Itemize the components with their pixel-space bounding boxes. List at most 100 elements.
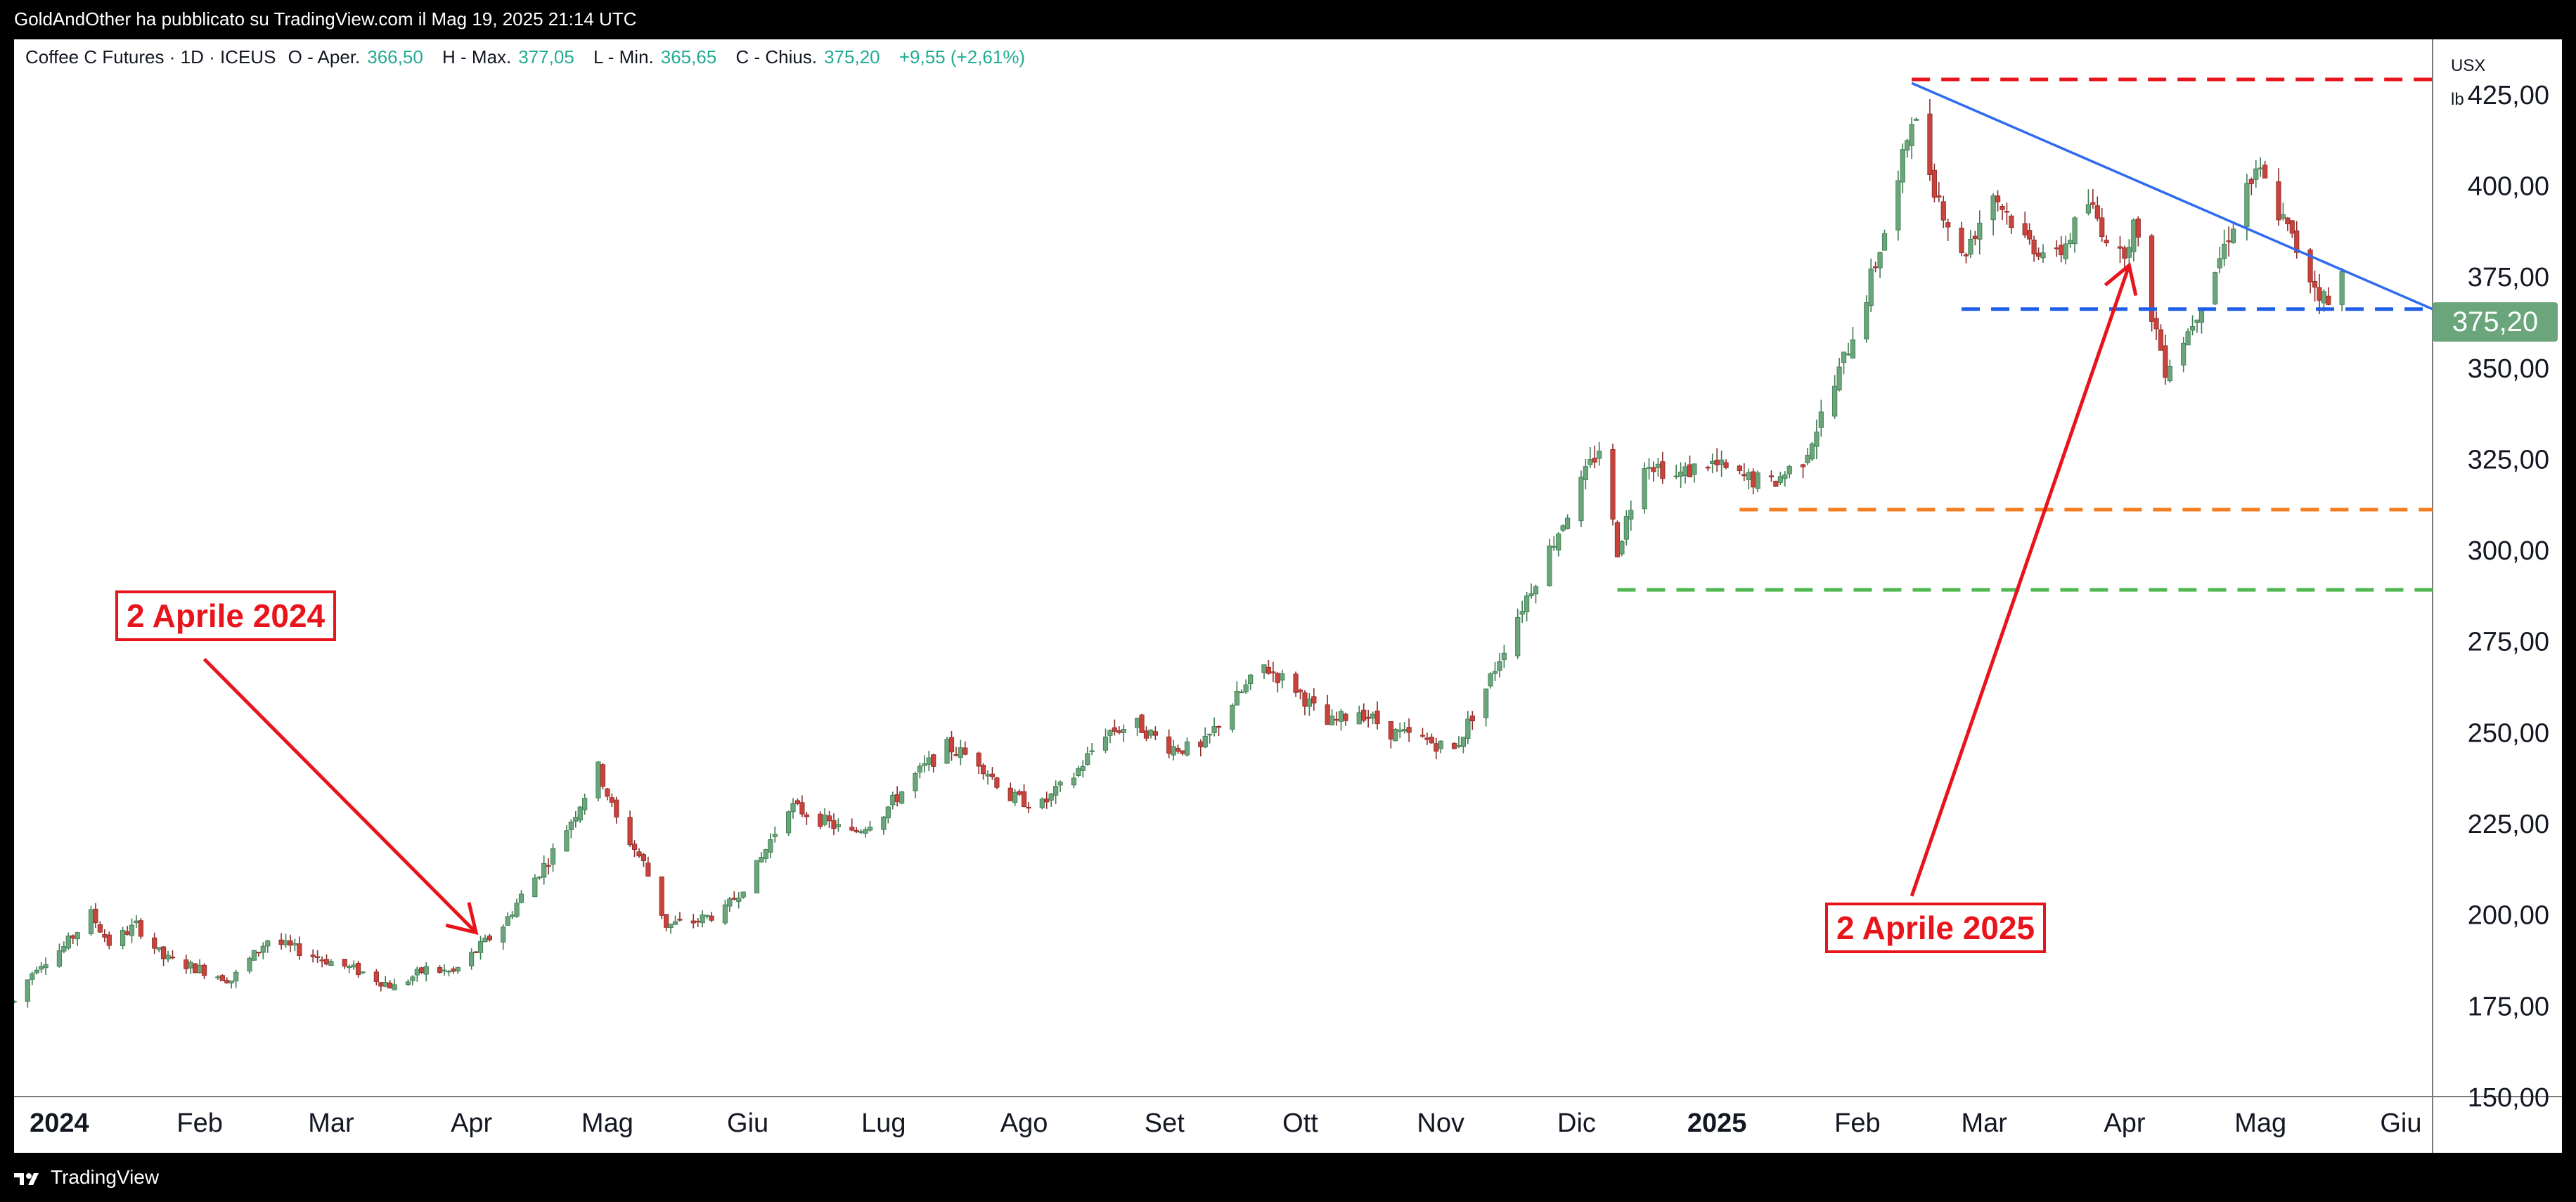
candle-body bbox=[514, 903, 520, 917]
candle-body bbox=[2276, 181, 2281, 221]
annotation-2025[interactable]: 2 Aprile 2025 bbox=[1825, 903, 2047, 953]
candle-body bbox=[541, 862, 547, 878]
x-tick-label: Feb bbox=[1834, 1109, 1880, 1138]
candle-body bbox=[156, 947, 162, 950]
y-tick-label: 150,00 bbox=[2468, 1083, 2549, 1113]
candle-body bbox=[1356, 712, 1362, 725]
candle-body bbox=[1900, 149, 1905, 183]
candle-body bbox=[1977, 222, 1983, 240]
candle-body bbox=[772, 834, 778, 837]
candle-body bbox=[56, 950, 63, 967]
brand-name: TradingView bbox=[51, 1166, 160, 1188]
candle-body bbox=[2326, 295, 2331, 305]
x-tick-label: Mag bbox=[581, 1109, 633, 1138]
candle-body bbox=[1786, 466, 1792, 474]
annotation-2024[interactable]: 2 Aprile 2024 bbox=[115, 590, 337, 641]
candle-body bbox=[1614, 522, 1621, 557]
candle-body bbox=[1692, 463, 1697, 475]
candle-body bbox=[1424, 737, 1430, 740]
candle-body bbox=[1737, 465, 1742, 471]
candle-body bbox=[328, 961, 334, 967]
low-value: 365,65 bbox=[660, 46, 717, 67]
candle-body bbox=[994, 777, 1000, 788]
candle-body bbox=[1374, 710, 1380, 725]
candle-body bbox=[881, 816, 887, 830]
candles-group bbox=[14, 99, 2345, 1008]
currency-code: USX bbox=[2451, 56, 2486, 75]
candle-body bbox=[414, 969, 420, 976]
candle-body bbox=[609, 797, 614, 803]
candle-body bbox=[1266, 666, 1272, 674]
candle-body bbox=[1076, 768, 1081, 777]
candle-body bbox=[1751, 471, 1756, 488]
candle-body bbox=[1280, 673, 1285, 681]
x-tick-label: 2025 bbox=[1687, 1109, 1747, 1138]
candle-body bbox=[1302, 692, 1308, 707]
x-tick-label: Giu bbox=[727, 1109, 768, 1138]
candle-body bbox=[251, 950, 257, 961]
candle-body bbox=[631, 844, 638, 851]
candle-body bbox=[510, 915, 515, 917]
candle-body bbox=[804, 814, 809, 818]
candle-body bbox=[1370, 713, 1376, 719]
candle-body bbox=[65, 936, 71, 949]
candle-body bbox=[1402, 729, 1408, 732]
candle-body bbox=[297, 943, 302, 956]
candle-body bbox=[106, 934, 112, 946]
candle-body bbox=[193, 963, 198, 974]
candle-body bbox=[215, 976, 221, 978]
open-value: 366,50 bbox=[367, 46, 423, 67]
tradingview-brand[interactable]: TradingView bbox=[14, 1165, 159, 1189]
candle-body bbox=[1655, 463, 1661, 468]
candle-body bbox=[138, 920, 143, 937]
y-tick-label: 350,00 bbox=[2468, 354, 2549, 384]
candle-body bbox=[1198, 742, 1204, 747]
candle-body bbox=[659, 876, 664, 916]
candle-body bbox=[645, 862, 651, 877]
candle-body bbox=[1905, 140, 1910, 151]
candle-body bbox=[442, 969, 447, 971]
candle-body bbox=[1175, 747, 1181, 752]
trendline bbox=[1911, 82, 2433, 311]
candle-body bbox=[188, 962, 193, 969]
candle-body bbox=[1687, 464, 1693, 478]
candle-body bbox=[405, 981, 411, 985]
candle-body bbox=[382, 982, 388, 987]
candle-body bbox=[1678, 472, 1684, 477]
candle-body bbox=[351, 964, 356, 968]
chart-panel[interactable]: 425,00 400,00 375,00 350,00 325,00 300,00 275,… bbox=[14, 39, 2562, 1153]
candle-body bbox=[347, 966, 352, 969]
candle-body bbox=[1012, 791, 1018, 803]
candle-body bbox=[849, 827, 855, 831]
candle-body bbox=[455, 967, 461, 971]
candlestick-chart[interactable]: 425,00 400,00 375,00 350,00 325,00 300,00 275,… bbox=[14, 39, 2562, 1153]
candle-body bbox=[1560, 525, 1566, 531]
candle-body bbox=[1995, 195, 2001, 202]
candle-body bbox=[1080, 765, 1086, 771]
candle-body bbox=[1112, 727, 1117, 732]
candle-body bbox=[437, 967, 443, 973]
y-tick-label: 325,00 bbox=[2468, 445, 2549, 474]
candle-body bbox=[605, 788, 610, 797]
candle-body bbox=[1547, 545, 1552, 586]
candle-body bbox=[247, 957, 252, 971]
candle-body bbox=[1524, 595, 1530, 613]
x-tick-label: Set bbox=[1145, 1109, 1185, 1138]
candle-body bbox=[532, 877, 538, 898]
currency-unit[interactable]: USX lb bbox=[2451, 49, 2485, 117]
candle-body bbox=[1026, 806, 1031, 809]
candle-body bbox=[1451, 742, 1457, 749]
candle-body bbox=[373, 971, 379, 982]
candle-body bbox=[640, 854, 647, 861]
candle-body bbox=[1388, 720, 1393, 739]
x-tick-label: Mar bbox=[308, 1109, 354, 1138]
candle-body bbox=[387, 982, 393, 989]
candle-body bbox=[1180, 750, 1185, 754]
annotation-arrow-0 bbox=[202, 657, 477, 934]
candle-body bbox=[2285, 217, 2291, 224]
candle-body bbox=[1814, 432, 1820, 447]
candle-body bbox=[2027, 230, 2033, 240]
candle-body bbox=[577, 806, 583, 821]
candle-body bbox=[677, 919, 683, 921]
candle-body bbox=[944, 739, 950, 764]
